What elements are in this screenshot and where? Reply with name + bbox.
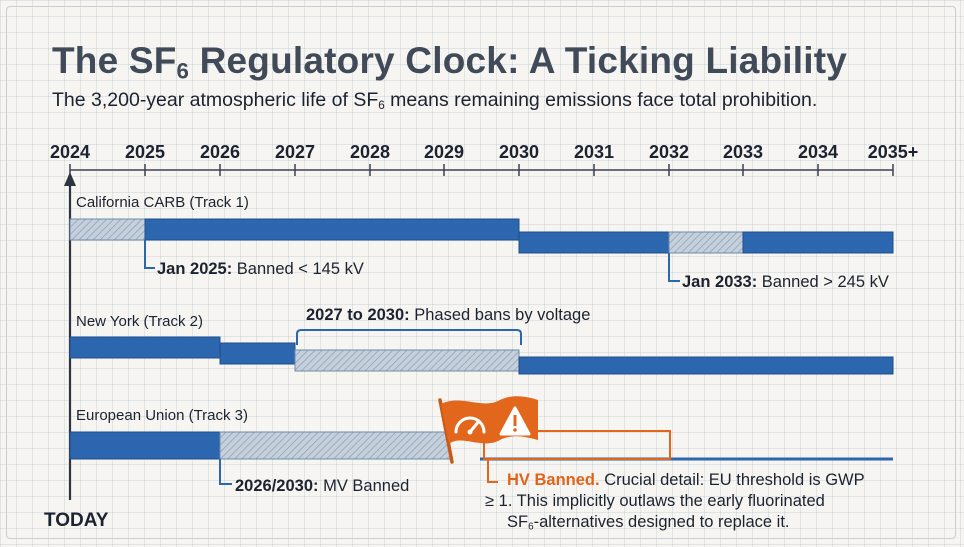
year-label-2031: 2031 bbox=[573, 142, 615, 162]
track-3-bars bbox=[69, 430, 893, 485]
warning-icon bbox=[499, 406, 531, 436]
track-label-eu: European Union (Track 3) bbox=[76, 407, 249, 424]
year-label-2030: 2030 bbox=[498, 142, 540, 162]
year-label-2034: 2034 bbox=[797, 142, 839, 162]
track-3-leader-2026 bbox=[219, 459, 232, 485]
track-2-segment-2024-2026 bbox=[69, 336, 221, 359]
gauge-icon bbox=[454, 416, 486, 435]
eu-hv-callout: HV Banned. Crucial detail: EU threshold … bbox=[485, 471, 865, 533]
year-label-2029: 2029 bbox=[423, 142, 465, 162]
track-1-segment-2032-2033 bbox=[668, 231, 744, 254]
track-1-segment-2024 bbox=[69, 218, 146, 241]
track-3-callout-leader bbox=[487, 459, 498, 483]
track-3-segment-2026-2030 bbox=[219, 431, 451, 460]
note-california-2033: Jan 2033: Banned > 245 kV bbox=[682, 273, 889, 291]
note-california-2025: Jan 2025: Banned < 145 kV bbox=[157, 260, 364, 278]
track-2-segment-2027-2030 bbox=[294, 349, 520, 372]
year-label-2024: 2024 bbox=[49, 142, 91, 162]
today-label: TODAY bbox=[44, 510, 109, 531]
flag-cloth bbox=[441, 396, 538, 444]
track-label-california: California CARB (Track 1) bbox=[76, 194, 249, 211]
warning-flag bbox=[438, 396, 538, 464]
year-label-2035-plus: 2035+ bbox=[867, 142, 919, 162]
track-3-hv-outline bbox=[483, 430, 671, 460]
track-1-segment-2033-plus bbox=[742, 231, 894, 254]
hv-banned-headline: HV Banned. bbox=[507, 471, 600, 489]
page-title: The SF6 Regulatory Clock: A Ticking Liab… bbox=[52, 40, 848, 84]
track-2-bars bbox=[69, 329, 894, 375]
track-1-segment-2025-2030 bbox=[144, 218, 520, 241]
track-1-leader-2025 bbox=[144, 240, 155, 269]
track-3-segment-2024-2026 bbox=[69, 431, 221, 460]
track-1-segment-2030-2032 bbox=[518, 231, 670, 254]
year-label-2028: 2028 bbox=[349, 142, 391, 162]
track-2-segment-2030-plus bbox=[518, 356, 894, 375]
note-eu-2026-2030: 2026/2030: MV Banned bbox=[235, 477, 410, 495]
today-arrowhead bbox=[64, 172, 76, 186]
axis-ticks bbox=[69, 164, 894, 176]
track-1-bars bbox=[69, 218, 894, 282]
year-label-2027: 2027 bbox=[274, 142, 316, 162]
flag-pole bbox=[438, 398, 454, 464]
year-label-2025: 2025 bbox=[124, 142, 166, 162]
year-label-2032: 2032 bbox=[648, 142, 690, 162]
track-label-new-york: New York (Track 2) bbox=[76, 313, 203, 330]
track-2-segment-2026-2027 bbox=[219, 342, 296, 365]
diagram-frame bbox=[6, 6, 956, 539]
track-2-bracket bbox=[296, 329, 522, 345]
year-label-2033: 2033 bbox=[722, 142, 764, 162]
note-new-york-2027-2030: 2027 to 2030: Phased bans by voltage bbox=[306, 306, 591, 324]
track-1-leader-2033 bbox=[668, 253, 680, 282]
page-subtitle: The 3,200-year atmospheric life of SF6 m… bbox=[52, 89, 818, 112]
year-label-2026: 2026 bbox=[199, 142, 241, 162]
